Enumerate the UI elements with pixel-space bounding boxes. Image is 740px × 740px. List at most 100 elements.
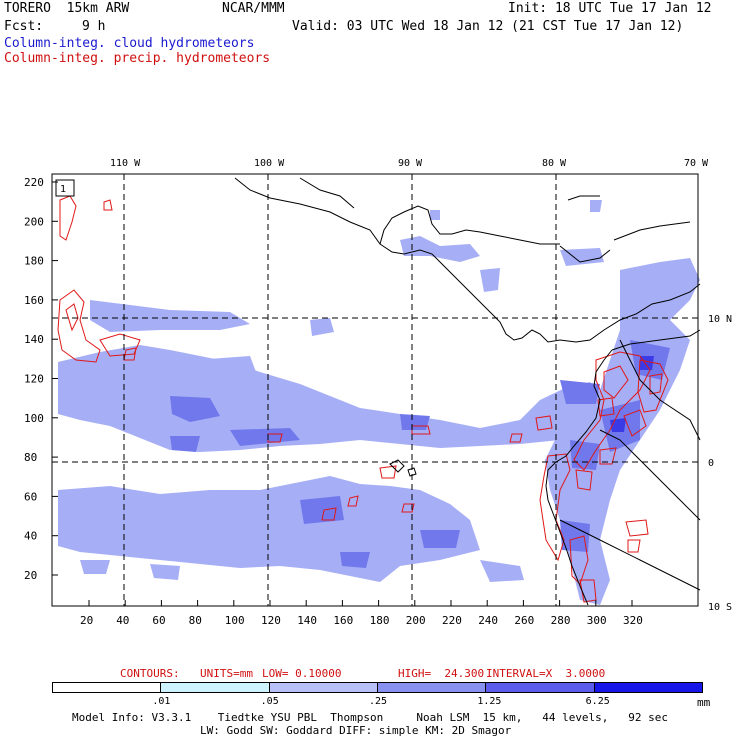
x-tick-label: 200: [406, 614, 426, 627]
contours-units: UNITS=mm: [200, 667, 253, 680]
x-tick-label: 160: [333, 614, 353, 627]
model-title: TORERO 15km ARW: [4, 1, 130, 16]
y-tick-label: 180: [24, 255, 44, 268]
precip-contours: [57, 195, 669, 603]
x-tick-label: 120: [261, 614, 281, 627]
lon-label: 80 W: [542, 158, 567, 169]
cloud-core-deep: [640, 356, 654, 370]
y-tick-label: 80: [24, 451, 37, 464]
legend-tick-label: .01: [152, 696, 171, 707]
cloud-patch: [90, 300, 250, 332]
y-tick-label: 200: [24, 215, 44, 228]
cloud-core: [170, 396, 220, 422]
contours-low: LOW= 0.10000: [262, 667, 342, 680]
cloud-core: [170, 436, 200, 452]
cloud-patch: [430, 210, 440, 220]
label-box: [55, 179, 75, 197]
precip-contour: [321, 507, 337, 521]
x-tick-label: 20: [80, 614, 93, 627]
cloud-core: [400, 414, 430, 430]
x-tick-label: 220: [442, 614, 462, 627]
precip-contour: [569, 535, 589, 585]
precip-contour: [65, 303, 79, 332]
y-tick-label: 120: [24, 373, 44, 386]
lat-label: 10 S: [708, 602, 732, 613]
border-peru: [559, 519, 701, 591]
x-tick-label: 280: [551, 614, 571, 627]
legend-tick-label: .05: [260, 696, 279, 707]
cloud-core: [420, 530, 460, 548]
legend-unit: mm: [697, 696, 711, 709]
precip-contour: [509, 433, 523, 443]
precip-contour: [603, 365, 629, 399]
border-ecuador-peru: [599, 429, 701, 521]
x-tick-label: 40: [116, 614, 129, 627]
precip-contour: [99, 333, 141, 357]
cloud-band-north: [58, 345, 600, 452]
precip-contour: [59, 195, 77, 241]
y-tick-label: 160: [24, 294, 44, 307]
cloud-core: [340, 552, 370, 568]
cloud-core: [570, 440, 600, 470]
coastlines: [234, 177, 701, 606]
lon-label: 70 W: [684, 158, 709, 169]
contours-label: CONTOURS:: [120, 667, 180, 680]
cloud-shading: [58, 200, 700, 605]
y-tick-label: 20: [24, 569, 37, 582]
cloud-patch: [560, 248, 604, 266]
cloud-patch: [80, 560, 110, 574]
precip-contour: [123, 347, 137, 361]
legend-bin: [485, 682, 595, 693]
lon-label: 110 W: [110, 158, 141, 169]
x-tick-label: 320: [623, 614, 643, 627]
cloud-patch: [480, 268, 500, 292]
precip-contour: [57, 289, 101, 363]
lat-label: 0: [708, 458, 714, 469]
y-tick-label: 140: [24, 333, 44, 346]
coastline-bahamas: [567, 195, 600, 201]
cloud-core: [560, 380, 600, 404]
precip-contour: [625, 519, 649, 537]
x-tick-label: 80: [189, 614, 202, 627]
x-tick-label: 260: [514, 614, 534, 627]
contours-high: HIGH= 24.300: [398, 667, 485, 680]
forecast-hour: 9 h: [82, 19, 106, 34]
lat-label: 10 N: [708, 314, 732, 325]
y-tick-label: 60: [24, 490, 37, 503]
cloud-core: [300, 496, 344, 524]
precip-contour: [649, 373, 663, 395]
cloud-core: [560, 520, 590, 552]
x-tick-label: 60: [152, 614, 165, 627]
y-tick-label: 100: [24, 412, 44, 425]
precip-contour: [411, 425, 431, 435]
legend-bin: [160, 682, 270, 693]
precip-contour: [379, 465, 397, 479]
precip-contour: [597, 397, 615, 417]
cloud-patch: [480, 560, 524, 582]
cloud-band-south: [58, 476, 480, 582]
cloud-patch: [195, 356, 256, 380]
precip-contour: [627, 539, 641, 553]
precip-contour: [539, 453, 571, 562]
init-time: Init: 18 UTC Tue 17 Jan 12: [508, 1, 712, 16]
map-frame: [51, 173, 699, 607]
precip-contour: [535, 415, 553, 431]
precip-contour: [347, 495, 359, 507]
precip-contour: [103, 199, 113, 211]
valid-time: Valid: 03 UTC Wed 18 Jan 12 (21 CST Tue …: [292, 19, 684, 34]
legend-tick-label: 6.25: [585, 696, 610, 707]
legend-bin: [52, 682, 162, 693]
lon-label: 100 W: [254, 158, 285, 169]
label-box-text: 1: [60, 184, 66, 195]
galapagos-island: [389, 459, 405, 473]
x-tick-label: 180: [370, 614, 390, 627]
legend-tick-label: 1.25: [477, 696, 502, 707]
cloud-patch: [590, 200, 602, 212]
x-tick-label: 140: [297, 614, 317, 627]
legend-tick-label: .25: [369, 696, 388, 707]
coastline-gulf: [379, 205, 560, 245]
precip-contour: [623, 409, 647, 437]
cloud-core: [230, 428, 300, 446]
